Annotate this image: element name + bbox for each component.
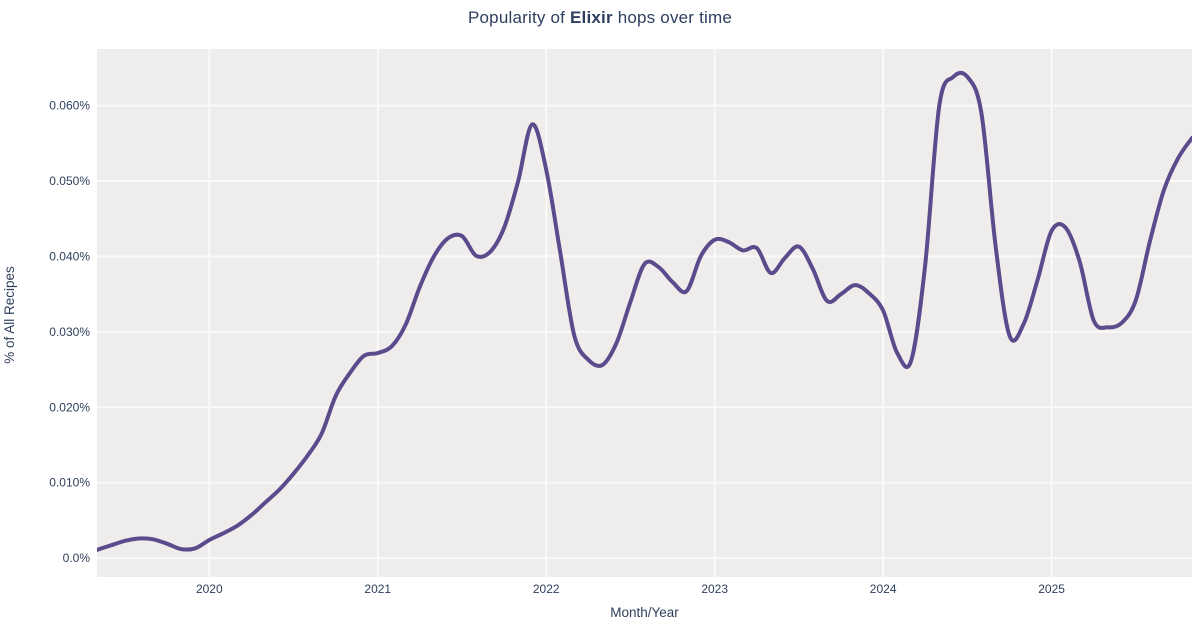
y-tick-label: 0.050% (49, 174, 90, 188)
chart-title-hop-name: Elixir (570, 8, 613, 27)
x-tick-label: 2023 (701, 582, 728, 596)
x-tick-label: 2020 (196, 582, 223, 596)
x-tick-label: 2022 (533, 582, 560, 596)
y-tick-label: 0.040% (49, 249, 90, 263)
x-axis-title: Month/Year (610, 605, 679, 620)
y-tick-label: 0.010% (49, 476, 90, 490)
chart-title: Popularity of Elixir hops over time (0, 8, 1200, 28)
chart-title-prefix: Popularity of (467, 8, 570, 27)
series-line-elixir (97, 70, 1192, 552)
x-tick-label: 2025 (1038, 582, 1065, 596)
chart-title-suffix: hops over time (612, 8, 733, 27)
y-tick-label: 0.0% (63, 551, 91, 565)
y-tick-label: 0.030% (49, 325, 90, 339)
y-tick-label: 0.060% (49, 99, 90, 113)
y-tick-label: 0.020% (49, 400, 90, 414)
x-tick-label: 2024 (870, 582, 897, 596)
y-axis-title: % of All Recipes (2, 266, 17, 364)
x-tick-label: 2021 (364, 582, 391, 596)
